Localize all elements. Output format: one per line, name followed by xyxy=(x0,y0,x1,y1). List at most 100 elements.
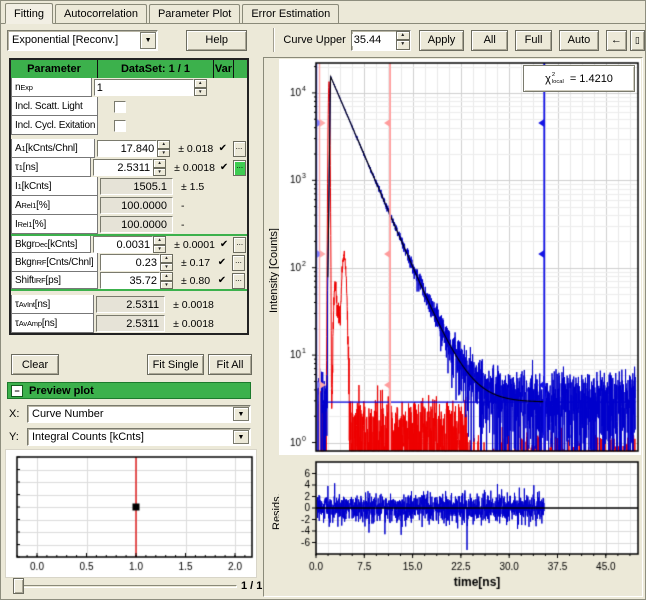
param-error: ± 0.80 xyxy=(181,274,211,287)
param-stepper[interactable]: ▲ ▼ xyxy=(157,140,171,157)
param-value-readonly: 100.0000 xyxy=(100,197,173,214)
collapse-button[interactable]: − xyxy=(11,384,23,397)
spin-up-icon[interactable]: ▲ xyxy=(395,30,410,40)
table-row: I Rel1 [%] 100.0000- xyxy=(11,215,247,234)
x-axis-select-value: Curve Number xyxy=(32,408,104,420)
main-plot-canvas[interactable] xyxy=(279,59,641,455)
param-value-input[interactable] xyxy=(93,236,154,253)
param-options-button[interactable]: ... xyxy=(233,236,247,253)
chevron-down-icon[interactable]: ▼ xyxy=(233,407,249,421)
spin-down-icon[interactable]: ▼ xyxy=(395,40,410,50)
param-stepper[interactable]: ▲ ▼ xyxy=(193,79,207,96)
curve-upper-input[interactable] xyxy=(351,34,396,46)
table-row: τ AvInt [ns] 2.5311 ± 0.0018 xyxy=(11,295,247,314)
var-checkmark[interactable]: ✔ xyxy=(217,257,227,268)
preview-canvas[interactable] xyxy=(5,449,257,578)
spin-up-icon[interactable]: ▲ xyxy=(160,272,173,281)
y-axis-select[interactable]: Integral Counts [kCnts] ▼ xyxy=(27,428,251,446)
help-button[interactable]: Help xyxy=(186,29,248,51)
param-name: Shift IRF [ps] xyxy=(11,272,98,289)
param-value-input[interactable] xyxy=(100,254,160,271)
spin-up-icon[interactable]: ▲ xyxy=(157,140,171,149)
header-dataset: DataSet: 1 / 1 xyxy=(98,60,214,78)
spin-down-icon[interactable]: ▼ xyxy=(193,87,207,96)
param-value-input[interactable] xyxy=(100,272,160,289)
curve-upper-stepper[interactable]: ▲ ▼ xyxy=(395,30,410,50)
tab-fitting[interactable]: Fitting xyxy=(5,3,53,24)
apply-button[interactable]: Apply xyxy=(418,29,465,51)
tab-autocorrelation[interactable]: Autocorrelation xyxy=(54,4,147,23)
spin-down-icon[interactable]: ▼ xyxy=(160,262,173,271)
table-row: A1[kCnts/Chnl] ▲▼ ± 0.018 ✔... xyxy=(11,139,247,158)
residuals-canvas[interactable] xyxy=(279,460,641,595)
chi-symbol: χ xyxy=(545,72,551,85)
param-error: ± 1.5 xyxy=(181,180,205,193)
spin-up-icon[interactable]: ▲ xyxy=(160,254,173,263)
chevron-down-icon[interactable]: ▼ xyxy=(233,430,249,444)
var-checkmark[interactable]: ✔ xyxy=(218,143,228,154)
param-value-input[interactable] xyxy=(93,159,154,176)
all-button[interactable]: All xyxy=(471,29,509,51)
spin-down-icon[interactable]: ▼ xyxy=(157,148,171,157)
var-checkmark[interactable]: ✔ xyxy=(219,162,229,173)
param-stepper[interactable]: ▲ ▼ xyxy=(153,236,167,253)
param-name: τ 1 [ns] xyxy=(11,158,92,177)
param-value-readonly: 2.5311 xyxy=(95,315,166,332)
param-value-input[interactable] xyxy=(93,79,194,96)
tab-parameter-plot[interactable]: Parameter Plot xyxy=(148,4,241,23)
curve-slider[interactable] xyxy=(13,585,237,588)
spin-down-icon[interactable]: ▼ xyxy=(153,244,167,253)
nav-back-button[interactable]: ← xyxy=(605,29,627,51)
chevron-down-icon[interactable]: ▼ xyxy=(140,31,157,49)
param-options-button[interactable]: ... xyxy=(232,272,245,289)
fit-single-button[interactable]: Fit Single xyxy=(147,354,204,375)
model-select[interactable]: Exponential [Reconv.] ▼ xyxy=(7,29,159,51)
table-row: τ AvAmp [ns] 2.5311 ± 0.0018 xyxy=(11,314,247,333)
tab-error-estimation[interactable]: Error Estimation xyxy=(242,4,340,23)
clear-button[interactable]: Clear xyxy=(11,354,59,375)
checkbox[interactable] xyxy=(114,119,126,132)
y-axis-label: Y: xyxy=(9,431,19,443)
toolbar-separator xyxy=(273,28,276,52)
param-stepper[interactable]: ▲ ▼ xyxy=(153,159,167,176)
param-value-input[interactable] xyxy=(97,140,158,157)
param-options-button[interactable]: ... xyxy=(232,254,245,271)
fit-all-button[interactable]: Fit All xyxy=(208,354,252,375)
model-select-value: Exponential [Reconv.] xyxy=(12,34,119,46)
nav-end-button[interactable]: ▯ xyxy=(629,29,645,51)
spin-down-icon[interactable]: ▼ xyxy=(153,167,167,176)
param-name: n Exp xyxy=(11,78,92,97)
header-parameter: Parameter xyxy=(11,60,98,78)
chi-square-box: χ 2 local = 1.4210 xyxy=(523,65,635,92)
curve-upper-spinbox: ▲ ▼ xyxy=(350,29,411,51)
param-name: I 1 [kCnts] xyxy=(11,177,98,196)
param-options-button[interactable]: ... xyxy=(232,140,246,157)
spin-up-icon[interactable]: ▲ xyxy=(153,159,167,168)
param-value-readonly: 1505.1 xyxy=(100,178,173,195)
x-axis-label: X: xyxy=(9,408,20,420)
spin-up-icon[interactable]: ▲ xyxy=(153,236,167,245)
full-button[interactable]: Full xyxy=(515,29,552,51)
header-var: Var xyxy=(214,60,234,78)
param-error: ± 0.0018 xyxy=(174,161,215,174)
param-name: Bkgr Dec [kCnts] xyxy=(11,236,92,253)
spin-down-icon[interactable]: ▼ xyxy=(160,280,173,289)
spin-up-icon[interactable]: ▲ xyxy=(193,79,207,88)
param-options-button[interactable]: ... xyxy=(233,159,247,176)
param-table: Parameter DataSet: 1 / 1 Var nExp▲▼Incl.… xyxy=(9,58,249,335)
checkbox[interactable] xyxy=(114,100,126,113)
chi-value: 1.4210 xyxy=(579,72,613,85)
param-stepper[interactable]: ▲ ▼ xyxy=(160,272,173,289)
auto-button[interactable]: Auto xyxy=(558,29,599,51)
slider-handle[interactable] xyxy=(13,578,24,594)
var-checkmark[interactable]: ✔ xyxy=(217,275,227,286)
table-row: Incl. Scatt. Light xyxy=(11,97,247,116)
param-stepper[interactable]: ▲ ▼ xyxy=(160,254,173,271)
x-axis-row: X: Curve Number ▼ xyxy=(9,405,251,423)
param-error: ± 0.0001 xyxy=(174,238,215,251)
var-checkmark[interactable]: ✔ xyxy=(219,239,229,250)
x-axis-select[interactable]: Curve Number ▼ xyxy=(27,405,251,423)
param-name: A 1 [kCnts/Chnl] xyxy=(11,139,96,158)
